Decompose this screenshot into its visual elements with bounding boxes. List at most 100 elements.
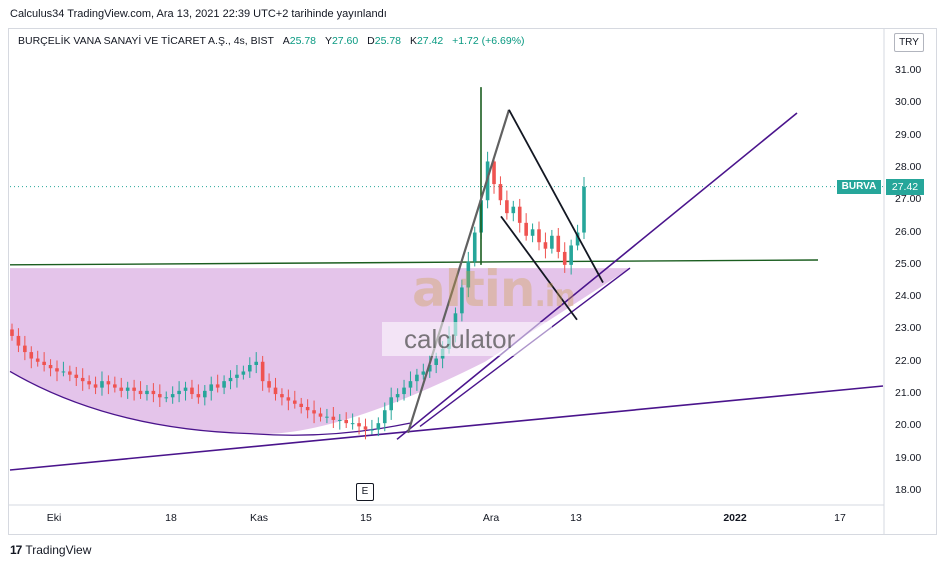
x-tick-label: 17 bbox=[834, 512, 846, 524]
candle-body bbox=[524, 222, 528, 236]
candle-body bbox=[119, 387, 124, 391]
flag-upper-line bbox=[508, 109, 604, 284]
candle-body bbox=[472, 232, 477, 262]
price-tag-value: 27.42 bbox=[886, 179, 924, 195]
tradingview-logo-icon: 17 bbox=[10, 543, 22, 557]
y-tick-label: 26.00 bbox=[895, 225, 922, 238]
candle-body bbox=[113, 384, 117, 388]
candle-body bbox=[215, 384, 220, 388]
y-tick-label: 27.00 bbox=[895, 193, 922, 206]
candle-body bbox=[260, 361, 265, 382]
candle-body bbox=[228, 377, 233, 382]
candle-body bbox=[537, 229, 541, 243]
candle-body bbox=[254, 361, 259, 365]
candle-body bbox=[357, 423, 361, 427]
candle-body bbox=[74, 374, 79, 378]
earnings-event-marker[interactable]: E bbox=[356, 483, 374, 501]
watermark-logo: altin.in bbox=[412, 260, 576, 318]
y-tick-label: 23.00 bbox=[895, 322, 922, 335]
y-tick-label: 18.00 bbox=[895, 484, 922, 496]
candle-body bbox=[325, 416, 329, 418]
open-value: 25.78 bbox=[289, 35, 317, 47]
published-caption: Calculus34 TradingView.com, Ara 13, 2021… bbox=[10, 8, 387, 20]
candle-body bbox=[517, 206, 522, 223]
candle-body bbox=[158, 394, 162, 398]
open-label: A bbox=[282, 35, 290, 47]
high-value: 27.60 bbox=[331, 35, 359, 47]
candle-body bbox=[132, 387, 136, 391]
y-tick-label: 28.00 bbox=[895, 160, 922, 173]
rounding-bottom-curve bbox=[9, 370, 411, 436]
symbol-name: BURÇELİK VANA SANAYİ VE TİCARET A.Ş., 4s… bbox=[18, 35, 274, 47]
candle-body bbox=[170, 394, 175, 398]
candle-body bbox=[331, 416, 336, 420]
resistance-line bbox=[9, 259, 819, 266]
y-tick-label: 25.00 bbox=[895, 257, 922, 270]
candle-body bbox=[550, 235, 554, 249]
x-tick-label: 15 bbox=[360, 512, 372, 524]
flagpole-line bbox=[406, 109, 511, 434]
candle-body bbox=[427, 365, 432, 372]
candle-body bbox=[35, 358, 40, 362]
candle-body bbox=[247, 365, 252, 372]
candle-body bbox=[23, 345, 27, 353]
candle-body bbox=[363, 426, 368, 430]
candle-body bbox=[106, 381, 111, 385]
change-value: +1.72 (+6.69%) bbox=[452, 35, 525, 47]
symbol-legend: BURÇELİK VANA SANAYİ VE TİCARET A.Ş., 4s… bbox=[18, 35, 525, 47]
x-tick-label: Ara bbox=[482, 512, 500, 524]
y-tick-label: 22.00 bbox=[895, 354, 922, 367]
candle-body bbox=[434, 358, 438, 365]
candle-body bbox=[370, 429, 374, 431]
candle-body bbox=[498, 184, 503, 201]
close-label: K bbox=[409, 35, 417, 47]
x-tick-label: 2022 bbox=[723, 512, 747, 524]
candle-body bbox=[402, 387, 406, 395]
candle-body bbox=[530, 229, 535, 236]
candle-body bbox=[203, 390, 207, 398]
candle-body bbox=[16, 335, 21, 346]
uptrend-line bbox=[396, 112, 798, 440]
candle-body bbox=[543, 242, 548, 249]
candle-body bbox=[190, 387, 194, 395]
low-value: 25.78 bbox=[374, 35, 402, 47]
x-tick-label: Eki bbox=[46, 512, 62, 524]
candle-body bbox=[389, 397, 393, 411]
candle-body bbox=[280, 394, 284, 398]
watermark-calculator: calculator bbox=[382, 322, 552, 356]
footer-brand[interactable]: 17 TradingView bbox=[10, 543, 91, 557]
candle-body bbox=[575, 232, 580, 246]
candle-body bbox=[10, 329, 14, 336]
candle-body bbox=[556, 235, 561, 252]
candle-body bbox=[241, 371, 246, 375]
y-tick-label: 31.00 bbox=[895, 64, 922, 76]
candle-body bbox=[48, 365, 53, 369]
y-tick-label: 19.00 bbox=[895, 451, 922, 464]
candle-body bbox=[382, 410, 387, 424]
x-tick-label: 13 bbox=[570, 512, 582, 524]
high-label: Y bbox=[324, 35, 332, 47]
candle-body bbox=[312, 410, 316, 414]
candle-body bbox=[505, 200, 509, 214]
candle-body bbox=[222, 381, 226, 388]
candle-body bbox=[55, 368, 59, 372]
candle-body bbox=[376, 423, 381, 430]
x-tick-label: Kas bbox=[249, 512, 269, 524]
candle-body bbox=[466, 261, 471, 288]
candle-body bbox=[395, 394, 400, 398]
footer-brand-label: TradingView bbox=[25, 543, 92, 557]
price-tag-symbol: BURVA bbox=[837, 180, 881, 194]
candle-body bbox=[492, 161, 496, 185]
candle-body bbox=[68, 371, 72, 375]
candle-body bbox=[100, 381, 104, 388]
candle-body bbox=[337, 419, 342, 421]
candle-body bbox=[318, 413, 323, 417]
candle-body bbox=[87, 381, 91, 385]
candle-body bbox=[421, 371, 426, 375]
y-tick-label: 21.00 bbox=[895, 387, 922, 400]
close-value: 27.42 bbox=[416, 35, 444, 47]
candle-body bbox=[299, 403, 304, 407]
currency-button[interactable]: TRY bbox=[894, 33, 924, 52]
candle-body bbox=[582, 186, 586, 233]
